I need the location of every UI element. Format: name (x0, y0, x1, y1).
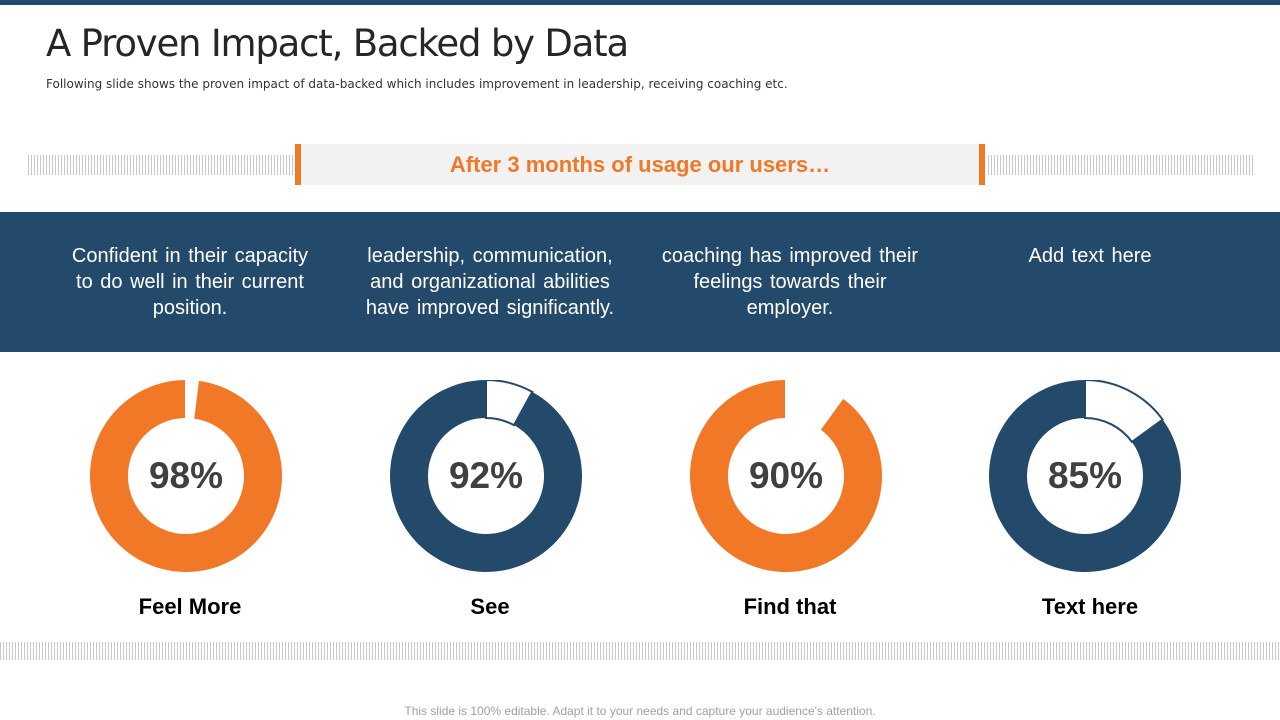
top-accent-bar (0, 0, 1280, 5)
donut-caption-2: See (470, 594, 510, 619)
donut-1-remainder-segment (185, 380, 200, 420)
donut-2-remainder-segment (485, 380, 534, 427)
description-3: coaching has improved their feelings tow… (661, 245, 919, 319)
donut-value-label-3: 90% (748, 455, 824, 496)
page-subtitle: Following slide shows the proven impact … (46, 77, 788, 91)
donut-3-value-segment (690, 380, 882, 572)
donut-caption-1: Feel More (138, 594, 242, 619)
donut-value-label-4: 85% (1047, 455, 1123, 496)
donut-svg-2 (390, 380, 582, 572)
donut-3-remainder-segment (785, 380, 844, 431)
donut-chart-3: 90% (690, 380, 882, 572)
footer-note: This slide is 100% editable. Adapt it to… (404, 704, 876, 718)
donut-4-remainder-segment (1084, 380, 1165, 444)
donut-svg-1 (90, 380, 282, 572)
donut-1-value-segment (90, 380, 282, 572)
donut-caption-4: Text here (1041, 594, 1139, 619)
donut-chart-4: 85% (989, 380, 1181, 572)
decorative-hatch-bottom (0, 642, 1280, 660)
donut-4-value-segment (989, 380, 1181, 572)
donut-chart-2: 92% (390, 380, 582, 572)
description-band: Confident in their capacity to do well i… (0, 212, 1280, 352)
decorative-hatch-left (28, 155, 293, 175)
donut-value-label-1: 98% (148, 455, 224, 496)
donut-svg-3 (690, 380, 882, 572)
donut-svg-4 (989, 380, 1181, 572)
description-1: Confident in their capacity to do well i… (71, 245, 309, 319)
page-title: A Proven Impact, Backed by Data (46, 22, 629, 65)
donut-caption-3: Find that (743, 594, 837, 619)
usage-banner: After 3 months of usage our users… (295, 144, 985, 185)
description-2: leadership, communication, and organizat… (365, 245, 615, 319)
description-4: Add text here (1028, 245, 1152, 267)
decorative-hatch-right (988, 155, 1253, 175)
donut-2-value-segment (390, 380, 582, 572)
donut-value-label-2: 92% (448, 455, 524, 496)
donut-chart-1: 98% (90, 380, 282, 572)
banner-text: After 3 months of usage our users… (449, 151, 831, 177)
